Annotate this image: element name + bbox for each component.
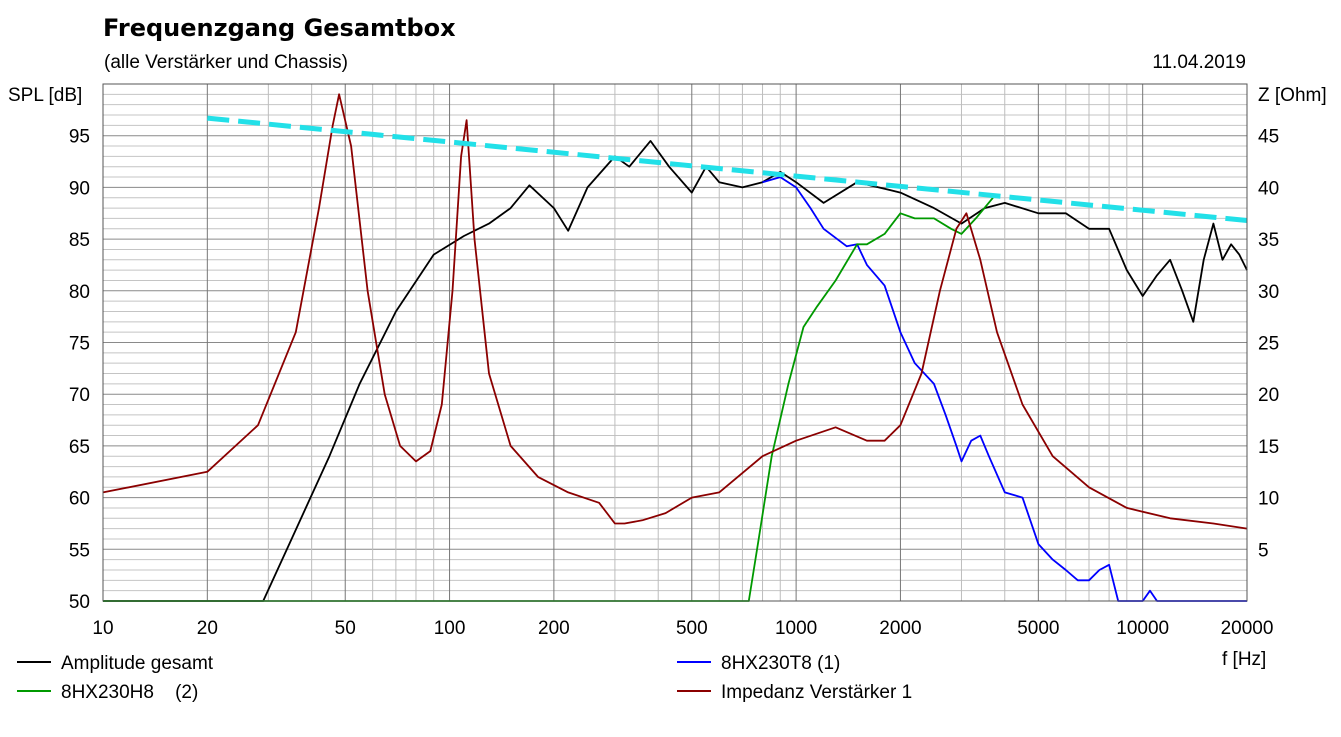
legend: Amplitude gesamt 8HX230T8 (1) 8HX230H8 (2)… bbox=[17, 653, 912, 703]
legend-label: 8HX230H8 (2) bbox=[61, 682, 198, 703]
series-line-reference-line bbox=[207, 115, 1248, 223]
y-tick-label-right: 30 bbox=[1258, 282, 1279, 303]
y-tick-label-left: 80 bbox=[69, 282, 90, 303]
y-tick-label-right: 40 bbox=[1258, 178, 1279, 199]
series-line-amplitude-gesamt bbox=[103, 139, 1248, 602]
y-tick-label-right: 15 bbox=[1258, 437, 1279, 458]
chart-title: Frequenzgang Gesamtbox bbox=[103, 14, 456, 42]
x-tick-label: 50 bbox=[335, 618, 356, 639]
x-tick-label: 1000 bbox=[775, 618, 817, 639]
x-tick-label: 10000 bbox=[1116, 618, 1169, 639]
y-tick-label-left: 70 bbox=[69, 385, 90, 406]
x-tick-label: 100 bbox=[434, 618, 466, 639]
y-tick-label-left: 75 bbox=[69, 334, 90, 355]
series-line-impedanz-verst-rker-1 bbox=[102, 93, 1248, 530]
series-line-8hx230h8-2 bbox=[103, 197, 994, 602]
x-tick-label: 2000 bbox=[879, 618, 921, 639]
y-tick-label-left: 60 bbox=[69, 489, 90, 510]
x-tick-label: 10 bbox=[92, 618, 113, 639]
legend-label: Amplitude gesamt bbox=[61, 653, 214, 674]
y-tick-label-left: 90 bbox=[69, 178, 90, 199]
x-axis-label: f [Hz] bbox=[1222, 649, 1266, 670]
chart-subtitle: (alle Verstärker und Chassis) bbox=[104, 52, 348, 73]
tick-labels: 10 20 50 100 200 500 1000 2000 5000 10000 20000 50 5… bbox=[69, 127, 1279, 639]
x-tick-label: 5000 bbox=[1017, 618, 1059, 639]
y-tick-label-right: 5 bbox=[1258, 540, 1269, 561]
y-axis-left-label: SPL [dB] bbox=[8, 85, 82, 106]
y-axis-right-label: Z [Ohm] bbox=[1258, 85, 1327, 106]
y-tick-label-left: 65 bbox=[69, 437, 90, 458]
y-tick-label-right: 35 bbox=[1258, 230, 1279, 251]
chart-date: 11.04.2019 bbox=[1152, 52, 1246, 73]
legend-label: Impedanz Verstärker 1 bbox=[721, 682, 912, 703]
y-tick-label-right: 20 bbox=[1258, 385, 1279, 406]
legend-label: 8HX230T8 (1) bbox=[721, 653, 840, 674]
x-tick-label: 500 bbox=[676, 618, 708, 639]
y-tick-label-left: 50 bbox=[69, 592, 90, 613]
y-tick-label-right: 10 bbox=[1258, 489, 1279, 510]
y-tick-label-right: 25 bbox=[1258, 334, 1279, 355]
x-tick-label: 200 bbox=[538, 618, 570, 639]
y-tick-label-left: 85 bbox=[69, 230, 90, 251]
x-tick-label: 20 bbox=[197, 618, 218, 639]
y-tick-label-right: 45 bbox=[1258, 127, 1279, 148]
y-tick-label-left: 95 bbox=[69, 127, 90, 148]
y-tick-label-left: 55 bbox=[69, 540, 90, 561]
grid-lines bbox=[103, 84, 1247, 601]
plot-frame bbox=[102, 83, 1248, 602]
x-tick-label: 20000 bbox=[1221, 618, 1274, 639]
